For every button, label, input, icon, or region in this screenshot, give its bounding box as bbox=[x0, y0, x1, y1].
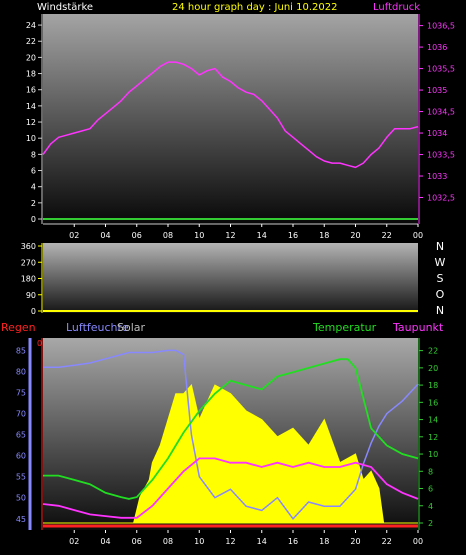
wind-tick-label: 10 bbox=[26, 134, 36, 143]
wind-tick-label: 24 bbox=[26, 21, 36, 30]
temperature-tick-label: 22 bbox=[428, 347, 438, 356]
x-tick-label: 06 bbox=[132, 231, 142, 240]
dewpoint-legend-label: Taupunkt bbox=[392, 321, 444, 334]
x-tick-label: 16 bbox=[288, 231, 298, 240]
x-tick-label: 08 bbox=[163, 537, 173, 546]
humidity-tick-label: 65 bbox=[16, 431, 26, 440]
humidity-tick-label: 85 bbox=[16, 346, 26, 355]
temperature-tick-label: 16 bbox=[428, 398, 438, 407]
x-tick-label: 20 bbox=[350, 537, 360, 546]
wind-tick-label: 16 bbox=[26, 86, 36, 95]
temperature-tick-label: 18 bbox=[428, 381, 438, 390]
pressure-tick-label: 1036 bbox=[427, 43, 447, 52]
humidity-tick-label: 75 bbox=[16, 389, 26, 398]
humidity-series-line bbox=[43, 349, 419, 520]
temperature-tick-label: 2 bbox=[428, 519, 433, 528]
humidity-tick-label: 70 bbox=[16, 410, 26, 419]
x-tick-label: 02 bbox=[69, 231, 79, 240]
compass-label: N bbox=[436, 240, 444, 253]
direction-plot-area bbox=[43, 243, 418, 313]
pressure-tick-label: 1035,5 bbox=[427, 65, 455, 74]
temperature-tick-label: 8 bbox=[428, 467, 433, 476]
direction-tick-label: 360 bbox=[21, 242, 36, 251]
wind-tick-label: 4 bbox=[31, 183, 36, 192]
pressure-tick-label: 1032,5 bbox=[427, 194, 455, 203]
humidity-tick-label: 80 bbox=[16, 367, 26, 376]
x-tick-label: 02 bbox=[69, 537, 79, 546]
wind-tick-label: 0 bbox=[31, 215, 36, 224]
rain-legend-label: Regen bbox=[1, 321, 36, 334]
wind-tick-label: 18 bbox=[26, 70, 36, 79]
temperature-legend-label: Temperatur bbox=[312, 321, 377, 334]
temperature-tick-label: 12 bbox=[428, 433, 438, 442]
x-tick-label: 08 bbox=[163, 231, 173, 240]
direction-tick-label: 270 bbox=[21, 258, 36, 267]
x-tick-label: 14 bbox=[257, 231, 267, 240]
x-tick-label: 22 bbox=[382, 231, 392, 240]
compass-label: O bbox=[436, 288, 445, 301]
humidity-legend-label: Luftfeuchte bbox=[66, 321, 129, 334]
direction-tick-label: 90 bbox=[26, 291, 36, 300]
compass-label: W bbox=[435, 256, 446, 269]
x-tick-label: 16 bbox=[288, 537, 298, 546]
temperature-tick-label: 20 bbox=[428, 364, 438, 373]
wind-tick-label: 2 bbox=[31, 199, 36, 208]
pressure-series-line bbox=[42, 61, 419, 169]
x-tick-label: 12 bbox=[225, 537, 235, 546]
humidity-tick-label: 50 bbox=[16, 494, 26, 503]
temperature-tick-label: 6 bbox=[428, 485, 433, 494]
wind-legend-label: Windstärke bbox=[37, 2, 93, 13]
x-tick-label: 04 bbox=[100, 537, 110, 546]
pressure-plot-area bbox=[43, 14, 418, 224]
chart-title: 24 hour graph day : Juni 10.2022 bbox=[172, 2, 338, 13]
x-tick-label: 18 bbox=[319, 231, 329, 240]
pressure-tick-label: 1035 bbox=[427, 86, 447, 95]
temperature-series-line bbox=[43, 358, 419, 500]
compass-label: S bbox=[437, 272, 444, 285]
rain-axis-label: 0 bbox=[37, 339, 42, 348]
x-tick-label: 12 bbox=[225, 231, 235, 240]
x-tick-label: 00 bbox=[413, 231, 423, 240]
x-tick-label: 22 bbox=[382, 537, 392, 546]
x-tick-label: 04 bbox=[100, 231, 110, 240]
wind-tick-label: 6 bbox=[31, 167, 36, 176]
solar-series-area bbox=[43, 384, 418, 524]
x-tick-label: 14 bbox=[257, 537, 267, 546]
pressure-tick-label: 1033,5 bbox=[427, 151, 455, 160]
pressure-tick-label: 1034 bbox=[427, 129, 447, 138]
compass-label: N bbox=[436, 304, 444, 317]
humidity-tick-label: 55 bbox=[16, 473, 26, 482]
climate-chart: Regen Luftfeuchte Solar Temperatur Taupu… bbox=[1, 321, 444, 546]
wind-tick-label: 14 bbox=[26, 102, 36, 111]
pressure-tick-label: 1033 bbox=[427, 172, 447, 181]
pressure-legend-label: Luftdruck bbox=[373, 2, 420, 13]
temperature-tick-label: 14 bbox=[428, 416, 438, 425]
x-tick-label: 10 bbox=[194, 231, 204, 240]
direction-tick-label: 180 bbox=[21, 275, 36, 284]
pressure-chart: 0246810121416182022241032,510331033,5103… bbox=[26, 14, 455, 240]
wind-tick-label: 20 bbox=[26, 53, 36, 62]
wind-tick-label: 12 bbox=[26, 118, 36, 127]
x-tick-label: 18 bbox=[319, 537, 329, 546]
pressure-tick-label: 1034,5 bbox=[427, 108, 455, 117]
wind-tick-label: 22 bbox=[26, 37, 36, 46]
pressure-tick-label: 1036,5 bbox=[427, 22, 455, 31]
humidity-tick-label: 45 bbox=[16, 515, 26, 524]
dewpoint-series-line bbox=[42, 457, 419, 519]
humidity-tick-label: 60 bbox=[16, 452, 26, 461]
x-tick-label: 00 bbox=[413, 537, 423, 546]
x-tick-label: 06 bbox=[132, 537, 142, 546]
wind-tick-label: 8 bbox=[31, 150, 36, 159]
x-tick-label: 20 bbox=[350, 231, 360, 240]
temperature-tick-label: 10 bbox=[428, 450, 438, 459]
direction-tick-label: 0 bbox=[31, 307, 36, 316]
temperature-tick-label: 4 bbox=[428, 502, 433, 511]
x-tick-label: 10 bbox=[194, 537, 204, 546]
solar-legend-label: Solar bbox=[117, 321, 146, 334]
